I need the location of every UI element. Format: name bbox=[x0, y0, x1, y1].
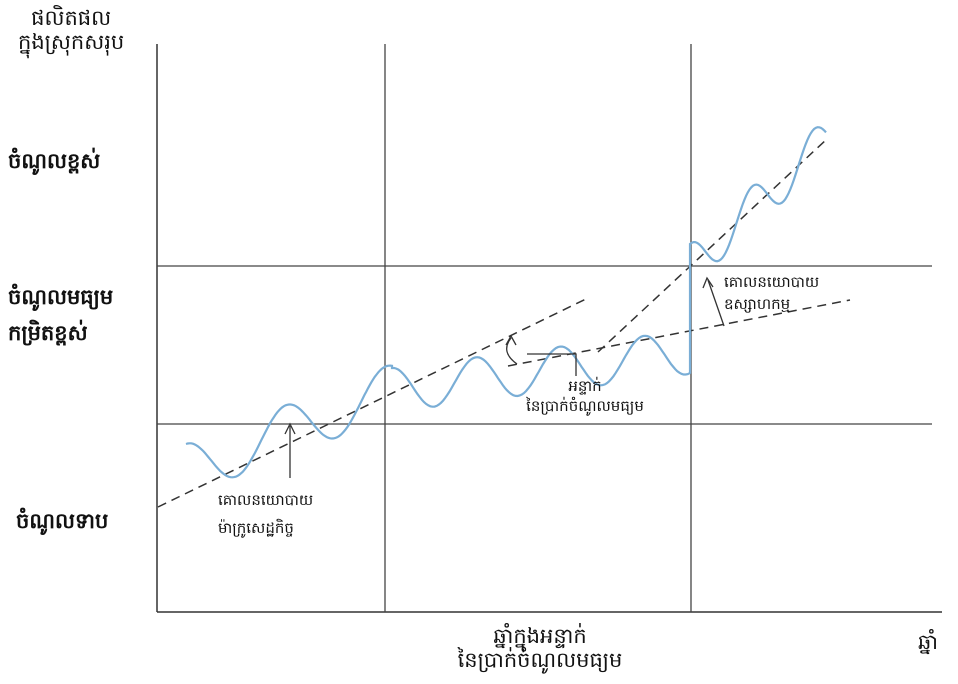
annotation-industrial-policy: គោលនយោបាយ ឧស្សាហកម្ម bbox=[724, 272, 819, 314]
industrial-policy-arc bbox=[707, 279, 725, 327]
x-marker-label-line-2: នៃប្រាក់ចំណូលមធ្យម bbox=[457, 648, 623, 672]
gdp-curve bbox=[185, 126, 827, 479]
x-axis-title: ឆ្នាំ bbox=[918, 630, 938, 654]
level-high-income: ចំណូលខ្ពស់ bbox=[8, 149, 101, 173]
annotation-trap-line-2: នៃប្រាក់ចំណូលមធ្យម bbox=[526, 397, 644, 415]
level-upper-middle-line-2: កម្រិតខ្ពស់ bbox=[8, 321, 88, 345]
annotation-trap-line-1: អន្ទាក់ bbox=[568, 377, 602, 395]
level-upper-middle-income: ចំណូលមធ្យម កម្រិតខ្ពស់ bbox=[8, 284, 113, 346]
annotation-middle-income-trap: អន្ទាក់ នៃប្រាក់ចំណូលមធ្យម bbox=[500, 376, 670, 416]
annotation-industrial-policy-line-2: ឧស្សាហកម្ម bbox=[724, 295, 791, 313]
x-marker-label: ឆ្នាំក្នុងអន្ទាក់ នៃប្រាក់ចំណូលមធ្យម bbox=[420, 624, 660, 672]
annotation-industrial-policy-line-1: គោលនយោបាយ bbox=[724, 273, 820, 291]
trap-angle-arc bbox=[506, 337, 518, 365]
trap-leader-line bbox=[527, 353, 577, 376]
y-axis-title-line-1: ផលិតផល bbox=[31, 6, 112, 30]
annotation-macro-policy: គោលនយោបាយ ម៉ាក្រូសេដ្ឋកិច្ច bbox=[218, 490, 313, 538]
y-axis-title-line-2: ក្នុងស្រុកសរុប bbox=[18, 30, 125, 54]
trend-line-initial bbox=[157, 297, 589, 508]
trend-line-breakout bbox=[597, 137, 829, 353]
y-axis-title: ផលិតផល ក្នុងស្រុកសរុប bbox=[18, 6, 124, 54]
level-low-income: ចំណូលទាប bbox=[16, 509, 109, 533]
annotation-macro-policy-line-2: ម៉ាក្រូសេដ្ឋកិច្ច bbox=[218, 519, 294, 537]
trend-line-trap bbox=[507, 299, 851, 367]
industrial-policy-arrowhead bbox=[702, 276, 714, 289]
trap-angle-arrowhead bbox=[505, 334, 517, 346]
level-upper-middle-line-1: ចំណូលមធ្យម bbox=[8, 285, 114, 309]
macro-policy-arrowhead bbox=[284, 422, 296, 435]
annotation-macro-policy-line-1: គោលនយោបាយ bbox=[218, 491, 314, 509]
x-marker-label-line-1: ឆ្នាំក្នុងអន្ទាក់ bbox=[493, 624, 587, 648]
